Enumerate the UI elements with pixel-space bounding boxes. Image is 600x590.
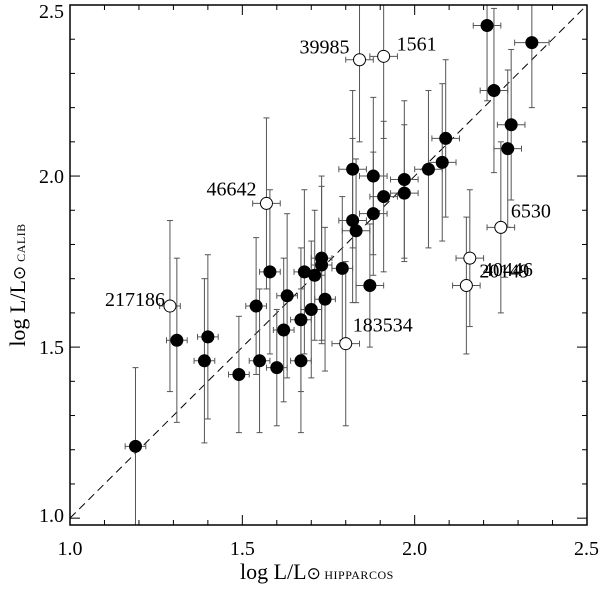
point-label-20149: 20149 <box>479 261 529 283</box>
filled-point <box>349 224 363 238</box>
filled-point <box>308 268 322 282</box>
filled-point <box>197 354 211 368</box>
filled-point <box>363 279 377 293</box>
filled-point <box>487 84 501 98</box>
y-axis-title-main: log L/L <box>5 280 30 347</box>
filled-point <box>397 186 411 200</box>
open-point <box>377 49 391 63</box>
filled-point <box>201 330 215 344</box>
filled-point <box>335 261 349 275</box>
open-point <box>459 279 473 293</box>
y-axis-title: log L/L⊙ CALIB <box>5 223 31 346</box>
y-axis-title-subscript: CALIB <box>14 223 28 266</box>
y-tick-label: 2.5 <box>39 1 64 23</box>
filled-point <box>263 265 277 279</box>
filled-point <box>346 162 360 176</box>
open-point <box>259 196 273 210</box>
reference-line-group <box>69 4 588 519</box>
filled-point <box>249 299 263 313</box>
open-point <box>353 53 367 67</box>
filled-point <box>377 190 391 204</box>
filled-point <box>232 367 246 381</box>
point-label-46642: 46642 <box>206 178 256 200</box>
filled-point <box>277 323 291 337</box>
point-label-39985: 39985 <box>300 37 350 59</box>
tick-labels-group: 1.0 1.5 2.0 2.5 1.0 1.5 2.0 2.5 <box>39 1 599 560</box>
point-label-1561: 1561 <box>397 33 437 55</box>
filled-point <box>315 258 329 272</box>
filled-point <box>501 142 515 156</box>
x-axis-title-sun: ⊙ <box>306 564 321 583</box>
filled-point <box>304 302 318 316</box>
filled-point <box>270 361 284 375</box>
filled-point <box>294 354 308 368</box>
x-axis-title-subscript: HIPPARCOS <box>320 568 394 582</box>
open-point <box>163 299 177 313</box>
filled-point <box>366 169 380 183</box>
filled-point <box>253 354 267 368</box>
points-group <box>128 19 539 453</box>
y-tick-label: 1.0 <box>39 505 64 527</box>
filled-point <box>480 19 494 33</box>
filled-point <box>525 36 539 50</box>
y-axis-title-container: log L/L⊙ CALIB <box>4 195 32 375</box>
filled-point <box>504 118 518 132</box>
y-tick-label: 1.5 <box>39 337 64 359</box>
reference-line-y-equals-x <box>69 4 588 519</box>
y-tick-label: 2.0 <box>39 166 64 188</box>
x-axis-title: log L/L⊙ HIPPARCOS <box>240 559 394 585</box>
x-axis-title-main: log L/L <box>240 559 307 584</box>
x-tick-label: 2.0 <box>402 538 427 560</box>
x-tick-label: 1.0 <box>58 538 83 560</box>
x-tick-label: 1.5 <box>230 538 255 560</box>
y-axis-title-sun: ⊙ <box>10 265 29 281</box>
filled-point <box>435 155 449 169</box>
filled-point <box>366 207 380 221</box>
point-label-217186: 217186 <box>105 289 165 311</box>
point-label-6530: 6530 <box>511 200 551 222</box>
filled-point <box>294 313 308 327</box>
open-point <box>463 251 477 265</box>
x-tick-label: 2.5 <box>574 538 599 560</box>
filled-point <box>421 162 435 176</box>
point-label-40446: 40446 <box>483 259 533 281</box>
plot-frame <box>69 4 588 526</box>
ticks-group <box>69 4 588 525</box>
point-label-183534: 183534 <box>353 315 413 337</box>
open-point <box>339 337 353 351</box>
filled-point <box>318 292 332 306</box>
open-point <box>494 220 508 234</box>
filled-point <box>170 333 184 347</box>
filled-point <box>128 439 142 453</box>
filled-point <box>397 172 411 186</box>
filled-point <box>280 289 294 303</box>
filled-point <box>439 131 453 145</box>
